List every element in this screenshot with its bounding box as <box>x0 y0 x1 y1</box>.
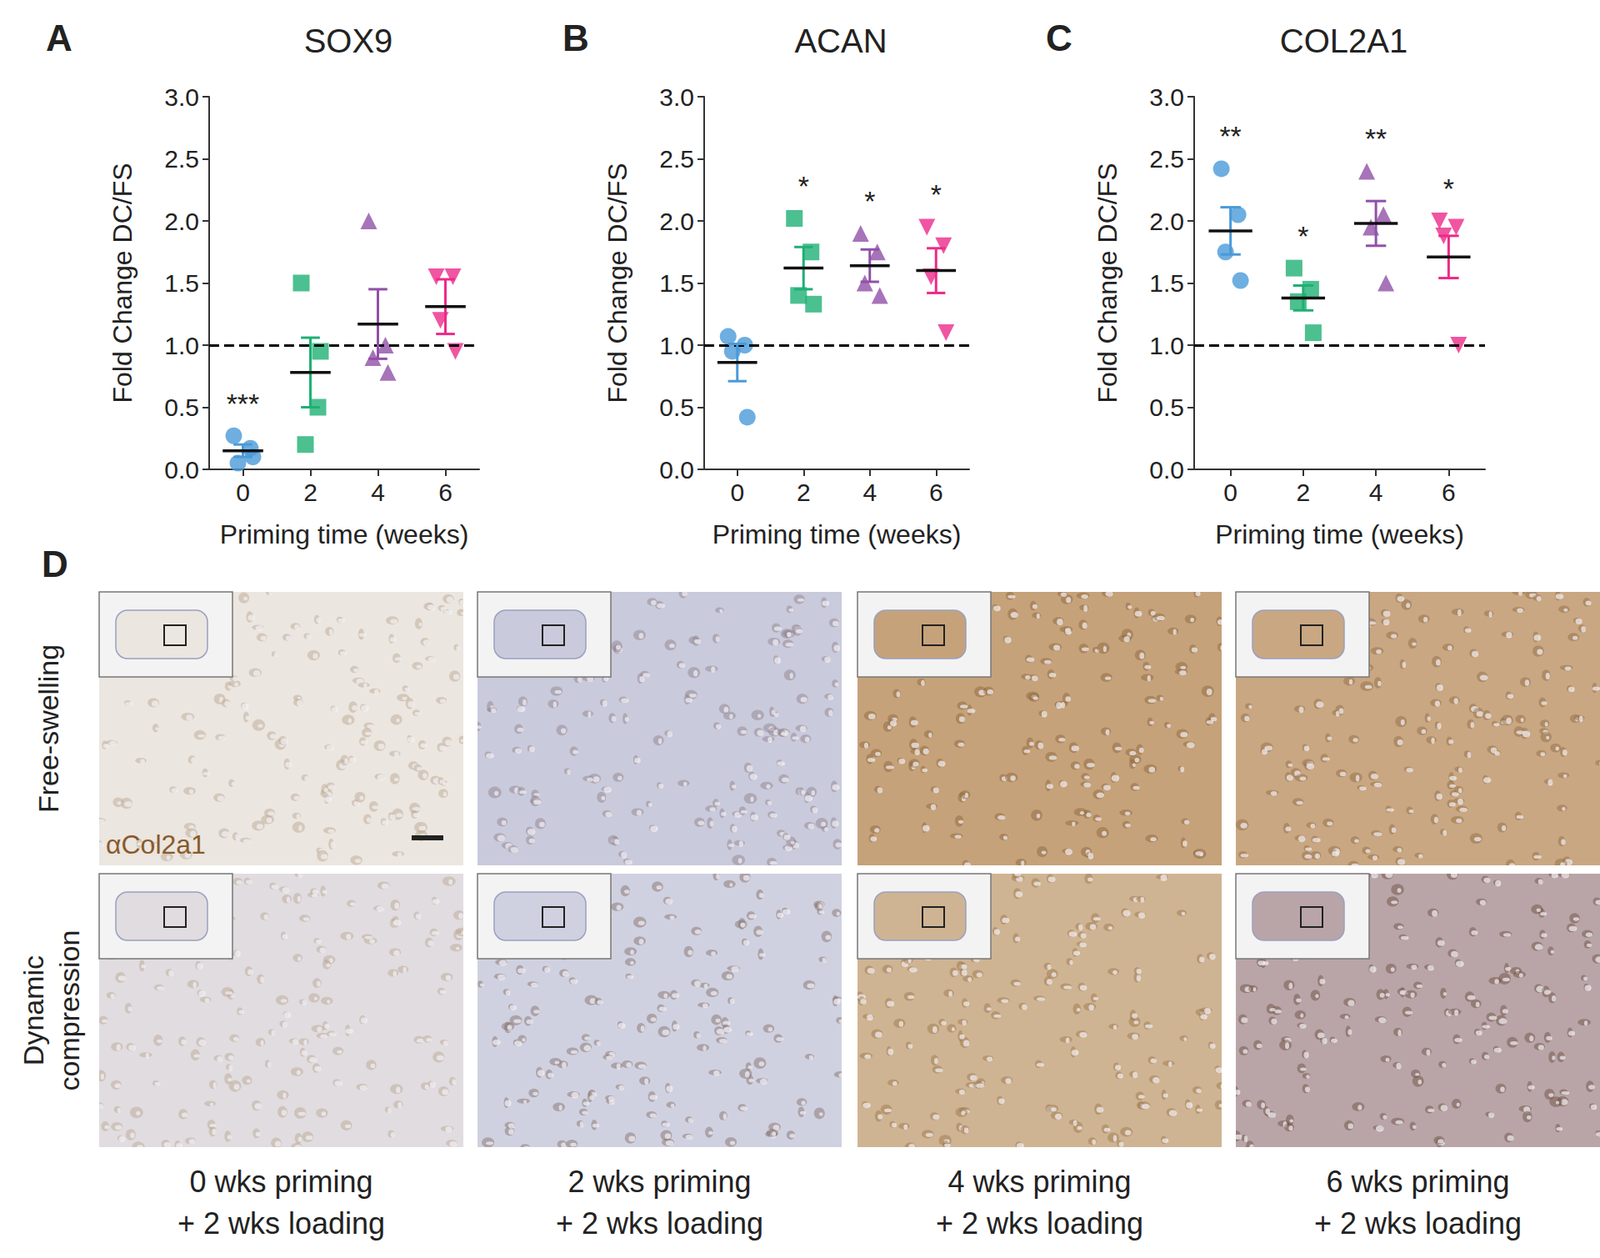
svg-text:3.0: 3.0 <box>659 83 695 111</box>
svg-text:C: C <box>1045 17 1073 59</box>
svg-text:Priming time (weeks): Priming time (weeks) <box>712 519 962 550</box>
svg-text:+ 2 wks loading: + 2 wks loading <box>555 1205 764 1240</box>
svg-text:2: 2 <box>303 478 318 506</box>
svg-text:0.5: 0.5 <box>659 393 695 421</box>
svg-text:*: * <box>1443 172 1455 205</box>
svg-text:*: * <box>864 185 875 217</box>
svg-text:6: 6 <box>929 478 944 506</box>
svg-text:2.5: 2.5 <box>1149 145 1185 173</box>
svg-text:**: ** <box>1365 122 1387 155</box>
svg-text:B: B <box>562 17 590 59</box>
svg-text:*: * <box>798 170 810 202</box>
svg-text:2.5: 2.5 <box>164 145 200 173</box>
svg-text:1.0: 1.0 <box>659 331 695 360</box>
svg-text:Fold Change DC/FS: Fold Change DC/FS <box>602 162 633 403</box>
svg-text:0.0: 0.0 <box>659 455 695 484</box>
svg-text:+ 2 wks loading: + 2 wks loading <box>1314 1205 1522 1240</box>
svg-text:COL2A1: COL2A1 <box>1280 22 1408 60</box>
svg-text:Priming time (weeks): Priming time (weeks) <box>1215 519 1465 550</box>
svg-text:6: 6 <box>1441 478 1456 506</box>
svg-text:2 wks priming: 2 wks priming <box>567 1164 751 1199</box>
svg-text:0.0: 0.0 <box>1149 455 1185 484</box>
svg-text:1.5: 1.5 <box>659 269 695 297</box>
svg-text:0: 0 <box>1223 478 1238 506</box>
svg-text:1.5: 1.5 <box>164 269 200 297</box>
svg-text:0: 0 <box>235 478 250 506</box>
svg-text:0.5: 0.5 <box>1149 393 1185 421</box>
svg-text:1.0: 1.0 <box>164 331 200 360</box>
svg-text:αCol2a1: αCol2a1 <box>105 829 206 860</box>
svg-text:2: 2 <box>1296 478 1311 506</box>
svg-text:Free-swelling: Free-swelling <box>32 644 65 813</box>
svg-text:3.0: 3.0 <box>1149 83 1185 111</box>
svg-text:Fold Change DC/FS: Fold Change DC/FS <box>1092 162 1123 403</box>
svg-text:4: 4 <box>1369 478 1384 506</box>
svg-text:+ 2 wks loading: + 2 wks loading <box>177 1205 385 1240</box>
svg-text:6: 6 <box>438 478 453 506</box>
svg-text:Fold Change DC/FS: Fold Change DC/FS <box>107 162 138 403</box>
svg-text:compression: compression <box>53 930 85 1091</box>
svg-text:4: 4 <box>862 478 877 506</box>
svg-text:2.0: 2.0 <box>659 207 695 235</box>
svg-text:ACAN: ACAN <box>794 22 887 60</box>
svg-text:*: * <box>930 178 942 210</box>
svg-text:0: 0 <box>730 478 745 506</box>
svg-text:0 wks priming: 0 wks priming <box>189 1164 373 1199</box>
svg-text:2.5: 2.5 <box>659 145 695 173</box>
svg-text:6 wks priming: 6 wks priming <box>1325 1164 1510 1199</box>
svg-text:3.0: 3.0 <box>164 83 200 111</box>
svg-text:1.5: 1.5 <box>1149 269 1185 297</box>
svg-text:0.0: 0.0 <box>164 455 200 484</box>
svg-text:**: ** <box>1219 120 1241 152</box>
svg-text:Dynamic: Dynamic <box>17 955 50 1065</box>
svg-text:0.5: 0.5 <box>164 393 200 421</box>
svg-text:1.0: 1.0 <box>1149 331 1185 360</box>
svg-text:***: *** <box>226 387 260 420</box>
svg-text:+ 2 wks loading: + 2 wks loading <box>935 1205 1144 1240</box>
svg-text:2.0: 2.0 <box>164 207 200 235</box>
svg-text:D: D <box>41 543 69 585</box>
svg-text:SOX9: SOX9 <box>304 22 394 60</box>
svg-text:2: 2 <box>796 478 811 506</box>
svg-text:4 wks priming: 4 wks priming <box>947 1164 1131 1199</box>
svg-text:*: * <box>1297 220 1309 252</box>
svg-text:2.0: 2.0 <box>1149 207 1185 235</box>
svg-text:4: 4 <box>370 478 385 506</box>
svg-text:Priming time (weeks): Priming time (weeks) <box>220 519 470 550</box>
svg-text:A: A <box>45 17 73 59</box>
